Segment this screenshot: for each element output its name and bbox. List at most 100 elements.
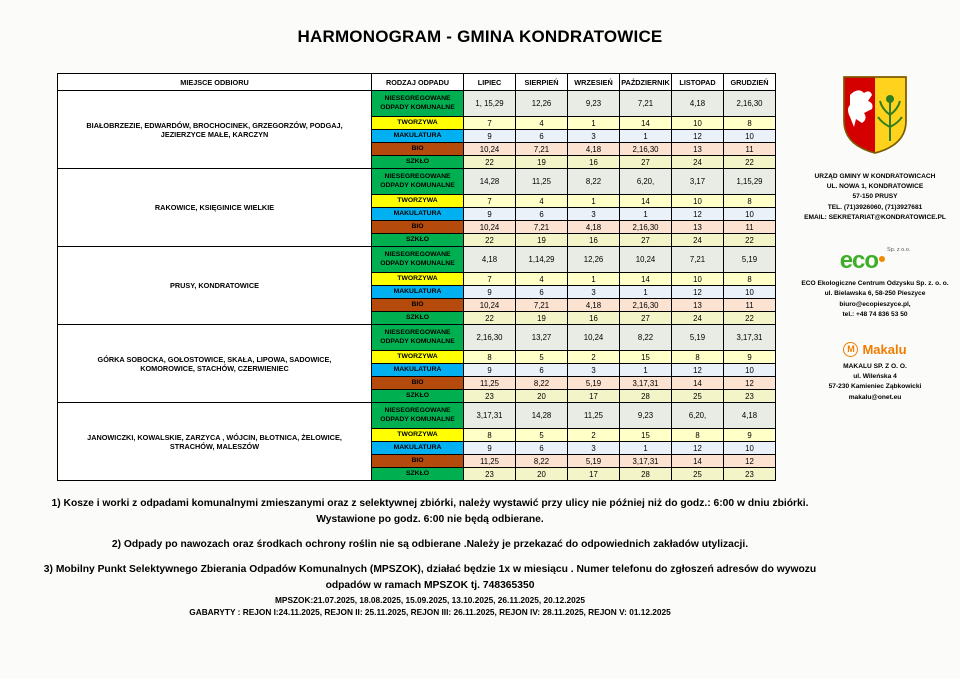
table-row: BIO 10,24 7,21 4,18 2,16,30 13 11 <box>58 220 776 234</box>
collection-dates-cell: 19 <box>515 311 568 325</box>
collection-dates-cell: 1 <box>567 194 620 208</box>
collection-dates-cell: 7,21 <box>619 90 672 117</box>
waste-type-cell: MAKULATURA <box>371 285 464 299</box>
collection-dates-cell: 4,18 <box>723 402 776 429</box>
collection-dates-cell: 1 <box>567 272 620 286</box>
contact-line: URZĄD GMINY W KONDRATOWICACH <box>814 173 936 180</box>
waste-type-cell: TWORZYWA <box>371 428 464 442</box>
collection-dates-cell: 20 <box>515 389 568 403</box>
collection-dates-cell: 10,24 <box>463 220 516 234</box>
note-line: GABARYTY : REJON I:24.11.2025, REJON II:… <box>189 607 671 618</box>
note-line: 2) Odpady po nawozach oraz środkach ochr… <box>111 538 749 550</box>
collection-dates-cell: 13 <box>671 142 724 156</box>
collection-dates-cell: 9 <box>463 363 516 377</box>
collection-dates-cell: 2 <box>567 350 620 364</box>
collection-dates-cell: 14 <box>619 194 672 208</box>
collection-dates-cell: 3 <box>567 285 620 299</box>
collection-dates-cell: 5,19 <box>567 376 620 390</box>
table-row: SZKŁO 23 20 17 28 25 23 <box>58 389 776 403</box>
collection-dates-cell: 11,25 <box>515 168 568 195</box>
collection-dates-cell: 9,23 <box>567 90 620 117</box>
collection-dates-cell: 8 <box>463 428 516 442</box>
collection-dates-cell: 10,24 <box>567 324 620 351</box>
collection-dates-cell: 15 <box>619 428 672 442</box>
collection-dates-cell: 10 <box>671 194 724 208</box>
collection-dates-cell: 10,24 <box>463 142 516 156</box>
collection-dates-cell: 2,16,30 <box>619 298 672 312</box>
table-row: MAKULATURA 9 6 3 1 12 10 <box>58 363 776 377</box>
collection-dates-cell: 3 <box>567 363 620 377</box>
collection-dates-cell: 10,24 <box>463 298 516 312</box>
collection-dates-cell: 12 <box>671 207 724 221</box>
collection-dates-cell: 3,17,31 <box>619 454 672 468</box>
note-line: odpadów w ramach MPSZOK tj. 748365350 <box>325 579 535 591</box>
collection-dates-cell: 2,16,30 <box>723 90 776 117</box>
collection-dates-cell: 23 <box>463 389 516 403</box>
collection-dates-cell: 6,20, <box>671 402 724 429</box>
content-area: MIEJSCE ODBIORU RODZAJ ODPADU LIPIEC SIERPI… <box>0 73 960 481</box>
collection-dates-cell: 9 <box>723 428 776 442</box>
collection-dates-cell: 22 <box>723 155 776 169</box>
collection-dates-cell: 28 <box>619 389 672 403</box>
collection-dates-cell: 12 <box>723 376 776 390</box>
column-header: GRUDZIEŃ <box>723 73 776 91</box>
pickup-area-cell: JANOWICZKI, KOWALSKIE, ZARZYCA , WÓJCIN,… <box>57 402 372 481</box>
coat-of-arms-graphic <box>843 76 907 154</box>
collection-dates-cell: 6 <box>515 363 568 377</box>
table-row: MAKULATURA 9 6 3 1 12 10 <box>58 129 776 143</box>
waste-type-cell: NIESEGREGOWANE ODPADY KOMUNALNE <box>371 246 464 273</box>
collection-dates-cell: 3 <box>567 441 620 455</box>
collection-dates-cell: 3 <box>567 129 620 143</box>
collection-dates-cell: 12 <box>671 441 724 455</box>
collection-dates-cell: 11,25 <box>463 454 516 468</box>
collection-dates-cell: 15 <box>619 350 672 364</box>
schedule-table: MIEJSCE ODBIORU RODZAJ ODPADU LIPIEC SIERPI… <box>57 73 776 481</box>
table-row: BIAŁOBRZEZIE, EDWARDÓW, BROCHOCINEK, GRZ… <box>57 90 776 169</box>
collection-dates-cell: 10 <box>671 272 724 286</box>
makalu-contact-block: MAKALU SP. Z O. O. ul. Wileńska 4 57-230 K… <box>829 362 922 403</box>
waste-type-cell: NIESEGREGOWANE ODPADY KOMUNALNE <box>371 168 464 195</box>
collection-dates-cell: 3 <box>567 207 620 221</box>
collection-dates-cell: 22 <box>463 233 516 247</box>
collection-dates-cell: 7 <box>463 272 516 286</box>
collection-dates-cell: 8 <box>723 116 776 130</box>
contact-line: MAKALU SP. Z O. O. <box>843 362 907 370</box>
collection-dates-cell: 1 <box>567 116 620 130</box>
waste-type-cell: TWORZYWA <box>371 194 464 208</box>
waste-type-cell: MAKULATURA <box>371 207 464 221</box>
collection-dates-cell: 9 <box>463 285 516 299</box>
contact-line: makalu@onet.eu <box>848 393 902 401</box>
collection-dates-cell: 1 <box>619 207 672 221</box>
collection-dates-cell: 1 <box>619 363 672 377</box>
collection-dates-cell: 12 <box>671 363 724 377</box>
eco-logo-dot-icon <box>879 255 886 262</box>
collection-dates-cell: 11 <box>723 220 776 234</box>
collection-dates-cell: 2,16,30 <box>619 220 672 234</box>
collection-dates-cell: 5 <box>515 428 568 442</box>
collection-dates-cell: 24 <box>671 233 724 247</box>
eco-logo: eco Sp. z o.o. <box>840 247 911 275</box>
collection-dates-cell: 24 <box>671 311 724 325</box>
collection-dates-cell: 20 <box>515 467 568 481</box>
note-line: Wystawione po godz. 6:00 nie będą odbier… <box>316 513 544 525</box>
collection-dates-cell: 8 <box>463 350 516 364</box>
collection-dates-cell: 14 <box>619 272 672 286</box>
waste-type-cell: MAKULATURA <box>371 441 464 455</box>
collection-dates-cell: 11,25 <box>567 402 620 429</box>
collection-dates-cell: 1,14,29 <box>515 246 568 273</box>
contact-line: ECO Ekologiczne Centrum Odzysku Sp. z. o… <box>801 280 949 288</box>
waste-type-cell: SZKŁO <box>371 467 464 481</box>
collection-dates-cell: 6 <box>515 207 568 221</box>
collection-dates-cell: 4 <box>515 272 568 286</box>
collection-dates-cell: 6 <box>515 441 568 455</box>
table-row: SZKŁO 22 19 16 27 24 22 <box>58 311 776 325</box>
collection-dates-cell: 1 <box>619 441 672 455</box>
waste-type-cell: TWORZYWA <box>371 272 464 286</box>
collection-dates-cell: 13,27 <box>515 324 568 351</box>
pickup-area-cell: GÓRKA SOBOCKA, GOŁOSTOWICE, SKAŁA, LIPOW… <box>57 324 372 403</box>
table-header: MIEJSCE ODBIORU RODZAJ ODPADU LIPIEC SIERPI… <box>57 73 776 91</box>
table-row: SZKŁO 23 20 17 28 25 23 <box>58 467 776 481</box>
column-header: LISTOPAD <box>671 73 724 91</box>
collection-dates-cell: 8,22 <box>567 168 620 195</box>
